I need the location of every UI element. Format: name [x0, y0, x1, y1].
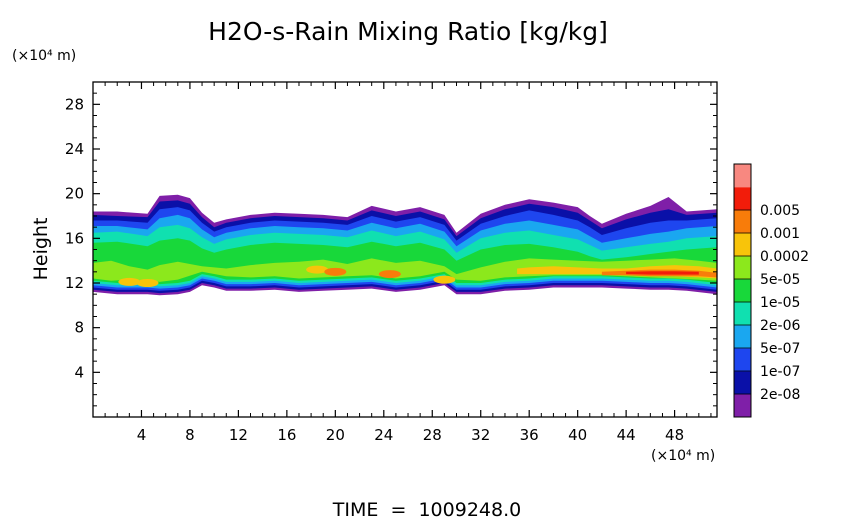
colorbar-level-label: 5e-07 — [760, 341, 800, 357]
x-tick-label: 48 — [665, 426, 684, 444]
y-tick-label: 8 — [74, 319, 84, 337]
x-tick-label: 36 — [520, 426, 539, 444]
colorbar-swatch-4 — [734, 302, 751, 325]
colorbar-swatch-0 — [734, 394, 751, 417]
colorbar-level-label: 0.001 — [760, 226, 800, 242]
colorbar-swatch-9 — [734, 187, 751, 210]
y-tick-label: 24 — [65, 140, 84, 158]
x-axis-unit: (×10⁴ m) — [651, 448, 715, 464]
colorbar-level-label: 2e-08 — [760, 387, 800, 403]
colorbar-level-label: 0.0002 — [760, 249, 809, 265]
x-tick-label: 16 — [277, 426, 296, 444]
colorbar-swatch-5 — [734, 279, 751, 302]
colorbar-level-label: 1e-07 — [760, 364, 800, 380]
x-tick-label: 20 — [326, 426, 345, 444]
colorbar-level-label: 2e-06 — [760, 318, 800, 334]
colorbar-swatch-8 — [734, 210, 751, 233]
local-max-5 — [433, 276, 455, 284]
colorbar-level-label: 5e-05 — [760, 272, 800, 288]
contour-band-level-9 — [626, 271, 699, 274]
local-max-3 — [324, 268, 346, 276]
chart-figure: H2O-s-Rain Mixing Ratio [kg/kg] (×10⁴ m)… — [0, 0, 854, 519]
y-tick-label: 20 — [65, 185, 84, 203]
x-tick-label: 32 — [471, 426, 490, 444]
x-tick-label: 12 — [229, 426, 248, 444]
local-max-1 — [137, 279, 159, 287]
colorbar: 2e-08 1e-07 5e-07 2e-06 1e-05 5e-05 0.0002 0.00… — [734, 164, 809, 417]
x-tick-label: 24 — [374, 426, 393, 444]
y-tick-label: 16 — [65, 229, 84, 247]
colorbar-level-label: 0.005 — [760, 203, 800, 219]
x-tick-label: 8 — [185, 426, 195, 444]
colorbar-swatch-1 — [734, 371, 751, 394]
colorbar-swatch-7 — [734, 233, 751, 256]
mixing-ratio-field — [93, 195, 717, 295]
y-tick-label: 4 — [74, 363, 84, 381]
x-tick-label: 44 — [617, 426, 636, 444]
colorbar-swatch-10 — [734, 164, 751, 187]
chart-title: H2O-s-Rain Mixing Ratio [kg/kg] — [208, 17, 608, 46]
x-tick-label: 4 — [137, 426, 147, 444]
x-tick-label: 28 — [423, 426, 442, 444]
colorbar-swatch-3 — [734, 325, 751, 348]
local-max-4 — [379, 270, 401, 278]
x-tick-label: 40 — [568, 426, 587, 444]
y-tick-label: 12 — [65, 274, 84, 292]
y-axis-unit: (×10⁴ m) — [12, 48, 76, 64]
y-tick-label: 28 — [65, 95, 84, 113]
colorbar-level-label: 1e-05 — [760, 295, 800, 311]
y-axis-label: Height — [30, 218, 52, 281]
colorbar-swatch-2 — [734, 348, 751, 371]
colorbar-swatch-6 — [734, 256, 751, 279]
time-label: TIME = 1009248.0 — [332, 499, 521, 519]
